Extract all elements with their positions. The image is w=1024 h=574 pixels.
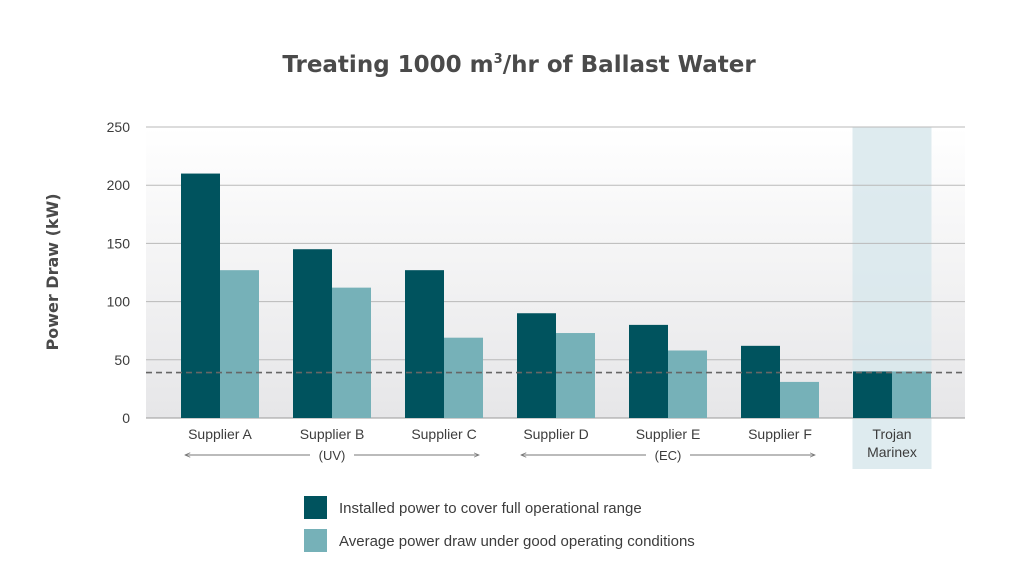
- bar-installed-3: [517, 313, 556, 418]
- bar-installed-2: [405, 270, 444, 418]
- y-tick-label: 150: [107, 235, 131, 251]
- y-tick-label: 200: [107, 177, 131, 193]
- bar-installed-5: [741, 345, 780, 418]
- legend-swatch: [304, 529, 327, 552]
- bar-average-4: [668, 350, 707, 418]
- bar-installed-4: [629, 324, 668, 418]
- bar-average-5: [780, 381, 819, 418]
- category-label: Supplier F: [748, 426, 812, 442]
- y-tick-label: 0: [122, 410, 130, 426]
- group-labels: (UV) (EC): [185, 448, 815, 463]
- category-labels: Supplier A Supplier B Supplier C Supplier D…: [188, 426, 917, 460]
- y-tick-label: 100: [107, 294, 131, 310]
- category-label: Supplier E: [636, 426, 701, 442]
- y-tick-label: 50: [114, 352, 130, 368]
- bar-average-3: [556, 333, 595, 418]
- chart-title-superscript: 3: [494, 52, 503, 67]
- bar-installed-6: [853, 371, 892, 418]
- bar-average-6: [892, 371, 931, 418]
- chart-title-suffix: /hr of Ballast Water: [503, 52, 757, 78]
- bar-installed-0: [181, 173, 220, 418]
- bar-average-2: [444, 337, 483, 418]
- category-label: Trojan Marinex: [867, 426, 917, 460]
- chart-title: Treating 1000 m3/hr of Ballast Water: [282, 52, 756, 78]
- category-label: Supplier D: [523, 426, 588, 442]
- bar-average-0: [220, 270, 259, 418]
- bar-installed-1: [293, 249, 332, 418]
- category-label: Supplier C: [411, 426, 476, 442]
- y-tick-label: 250: [107, 119, 131, 135]
- bar-average-1: [332, 287, 371, 418]
- category-label: Supplier A: [188, 426, 252, 442]
- y-axis-label: Power Draw (kW): [43, 193, 62, 350]
- category-label: Supplier B: [300, 426, 365, 442]
- legend-label: Average power draw under good operating …: [339, 533, 695, 550]
- y-axis-ticks: 0 50 100 150 200 250: [107, 119, 131, 426]
- group-label: (EC): [655, 448, 682, 463]
- group-label: (UV): [319, 448, 346, 463]
- legend: Installed power to cover full operationa…: [304, 496, 695, 552]
- legend-swatch: [304, 496, 327, 519]
- bars: [181, 173, 931, 418]
- legend-label: Installed power to cover full operationa…: [339, 500, 642, 517]
